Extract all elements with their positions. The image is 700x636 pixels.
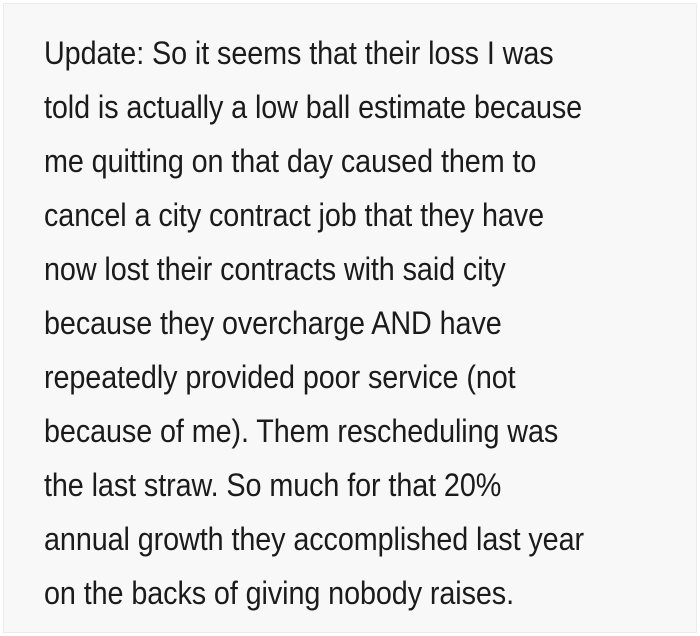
post-line: now lost their contracts with said city xyxy=(44,251,506,287)
post-line: because they overcharge AND have xyxy=(44,305,502,341)
post-line: told is actually a low ball estimate bec… xyxy=(44,89,583,125)
post-line: annual growth they accomplished last yea… xyxy=(44,521,584,557)
post-line: cancel a city contract job that they hav… xyxy=(44,197,544,233)
text-post-card: Update: So it seems that their loss I wa… xyxy=(3,3,697,633)
post-line: because of me). Them rescheduling was xyxy=(44,413,559,449)
post-line: Update: So it seems that their loss I wa… xyxy=(44,35,554,71)
post-line: the last straw. So much for that 20% xyxy=(44,467,502,503)
post-line: on the backs of giving nobody raises. xyxy=(44,575,515,611)
post-line: me quitting on that day caused them to xyxy=(44,143,537,179)
post-line: repeatedly provided poor service (not xyxy=(44,359,516,395)
post-body-text: Update: So it seems that their loss I wa… xyxy=(44,26,678,620)
